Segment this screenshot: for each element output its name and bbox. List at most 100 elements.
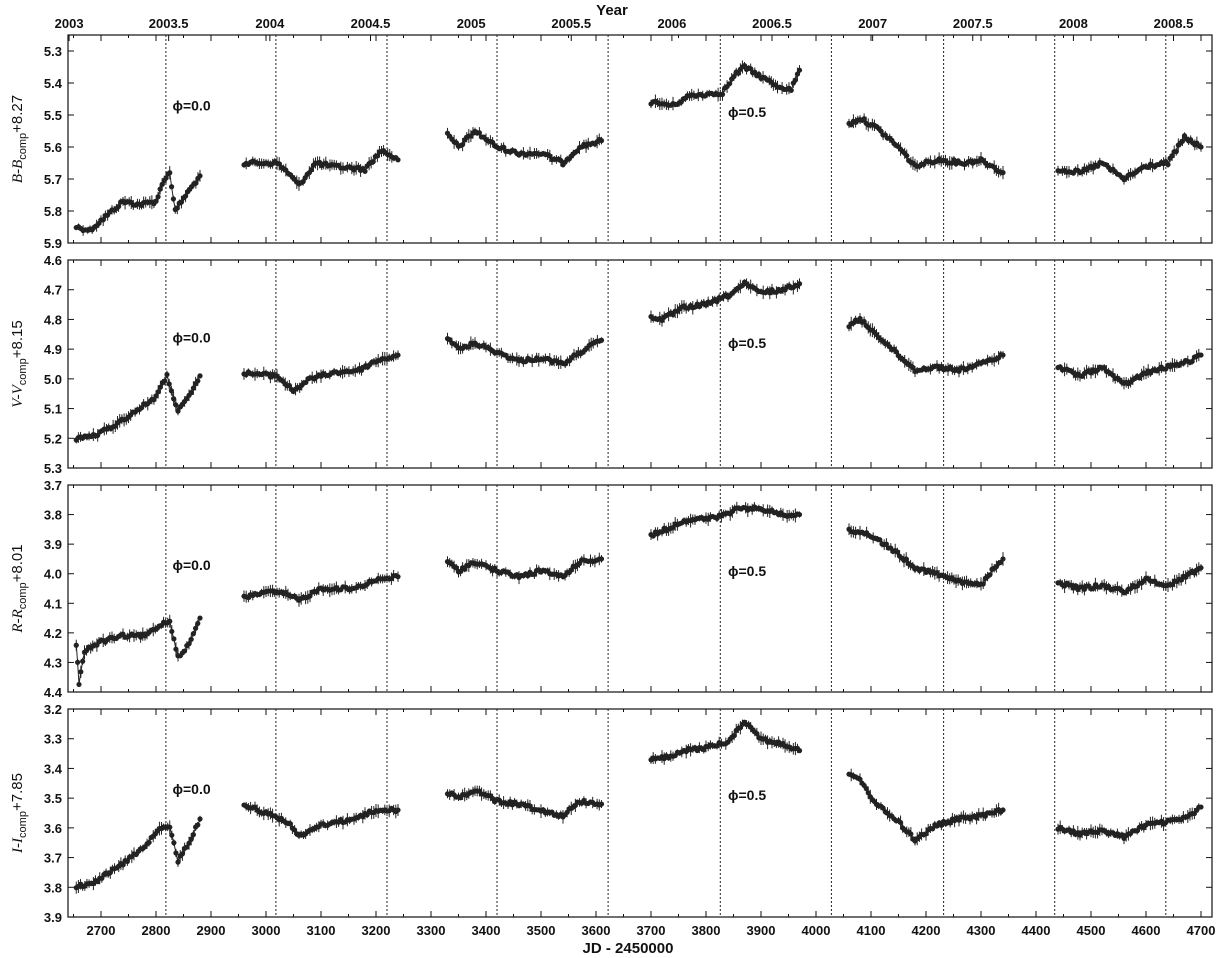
data-point	[756, 71, 762, 77]
data-point	[370, 159, 376, 165]
data-point	[796, 511, 803, 518]
y-axis-tick-label: 5.8	[44, 204, 62, 219]
data-point	[883, 541, 890, 547]
data-point	[173, 646, 179, 652]
data-point	[395, 807, 401, 813]
top-axis-tick-label: 2006.5	[752, 16, 792, 31]
data-point	[598, 337, 605, 343]
y-axis-tick-label: 4.2	[44, 626, 62, 641]
y-axis-tick-label: 3.7	[44, 851, 62, 866]
data-point	[364, 812, 370, 818]
data-point	[287, 820, 293, 827]
panel-2: 4.6 4.7 4.8 4.9 5.0 5.1 5.2 5.3 V-Vcomp+8.15 ϕ=0.…	[9, 253, 1213, 476]
data-point	[195, 620, 201, 627]
data-point	[1000, 352, 1006, 358]
y-axis-title-tail: +8.15	[9, 320, 26, 358]
data-point	[75, 659, 81, 665]
panel-frame	[67, 484, 1213, 693]
data-point	[558, 157, 564, 164]
data-point	[120, 862, 126, 868]
panel-3: 3.7 3.8 3.9 4.0 4.1 4.2 4.3 4.4 R-Rcomp+8.01 ϕ=0.…	[9, 478, 1213, 700]
data-point	[568, 567, 574, 573]
y-axis-title-main: V-V	[10, 383, 26, 407]
panel-frame	[67, 708, 1213, 918]
x-axis-tick-label: 3500	[527, 923, 556, 938]
data-point	[166, 381, 172, 387]
y-axis-tick-label: 4.1	[44, 596, 62, 611]
data-point	[741, 63, 748, 69]
data-point	[171, 396, 177, 402]
x-axis-tick-label: 3300	[417, 923, 446, 938]
data-point	[796, 281, 803, 287]
panel-frame	[67, 259, 1213, 469]
data-point	[173, 402, 179, 408]
y-axis-tick-label: 5.1	[44, 402, 62, 417]
data-point	[188, 636, 194, 642]
data-point	[170, 196, 177, 202]
y-axis-title: I-Icomp+7.85	[9, 773, 29, 854]
data-point	[193, 625, 199, 631]
x-axis-tick-label: 4400	[1022, 923, 1051, 938]
data-point	[362, 168, 368, 174]
x-axis-tick-label: 3800	[692, 923, 721, 938]
x-axis-tick-label: 4000	[802, 923, 831, 938]
top-axis-tick-label: 2005	[457, 16, 486, 31]
data-point	[169, 832, 175, 838]
data-point	[300, 179, 306, 185]
data-point	[1198, 804, 1204, 810]
y-axis-tick-label: 4.9	[44, 342, 62, 357]
data-point	[163, 175, 169, 181]
data-point	[1178, 577, 1184, 583]
x-axis-tick-label: 4300	[967, 923, 996, 938]
panel-1: 5.3 5.4 5.5 5.6 5.7 5.8 5.9 B-Bcomp+8.27 ϕ=0.0 ϕ=…	[9, 34, 1213, 251]
data-point	[1101, 364, 1107, 371]
y-axis-tick-label: 4.8	[44, 312, 62, 327]
data-point	[880, 805, 886, 811]
data-point	[863, 785, 869, 792]
x-axis-tick-label: 3400	[472, 923, 501, 938]
data-point	[179, 851, 185, 857]
x-axis-tick-label: 4100	[857, 923, 886, 938]
data-point	[188, 836, 194, 842]
data-point	[910, 364, 916, 371]
x-axis-title: JD - 2450000	[583, 940, 674, 957]
data-point	[162, 378, 168, 384]
data-point	[748, 66, 754, 72]
data-point	[184, 844, 190, 850]
y-axis-tick-label: 4.3	[44, 655, 62, 670]
data-point	[190, 832, 196, 838]
top-axis-tick-label: 2007.5	[953, 16, 993, 31]
top-axis-tick-label: 2004.5	[351, 16, 391, 31]
x-axis-tick-label: 4600	[1132, 923, 1161, 938]
data-point	[168, 184, 175, 190]
data-point	[788, 87, 794, 93]
phase-label-5: ϕ=0.5	[728, 787, 766, 803]
y-axis-title-tail: +8.01	[9, 544, 26, 582]
data-point	[726, 81, 732, 87]
data-point	[155, 389, 161, 395]
data-point	[1189, 358, 1195, 365]
data-point	[1000, 807, 1006, 813]
data-point	[157, 384, 163, 390]
y-axis-tick-label: 5.7	[44, 172, 62, 187]
data-point	[116, 203, 122, 210]
top-axis-tick-label: 2004	[255, 16, 285, 31]
x-axis-tick-label: 4700	[1187, 923, 1216, 938]
y-axis-tick-label: 3.2	[44, 702, 62, 717]
data-point	[159, 181, 165, 187]
y-axis-tick-label: 5.0	[44, 372, 62, 387]
top-axis-tick-label: 2008.5	[1154, 16, 1194, 31]
data-point	[476, 130, 482, 136]
data-point	[186, 840, 192, 846]
y-axis-tick-label: 4.4	[44, 685, 63, 700]
data-point	[99, 875, 105, 881]
y-axis-title-sub: comp	[17, 811, 29, 838]
data-point	[930, 826, 936, 832]
x-axis-tick-label: 2700	[87, 923, 116, 938]
top-axis-tick-label: 2008	[1059, 16, 1088, 31]
phase-label-0: ϕ=0.0	[173, 97, 211, 113]
data-point	[190, 385, 196, 391]
x-axis-tick-label: 3700	[637, 923, 666, 938]
data-point	[178, 199, 185, 205]
data-point	[286, 382, 292, 389]
